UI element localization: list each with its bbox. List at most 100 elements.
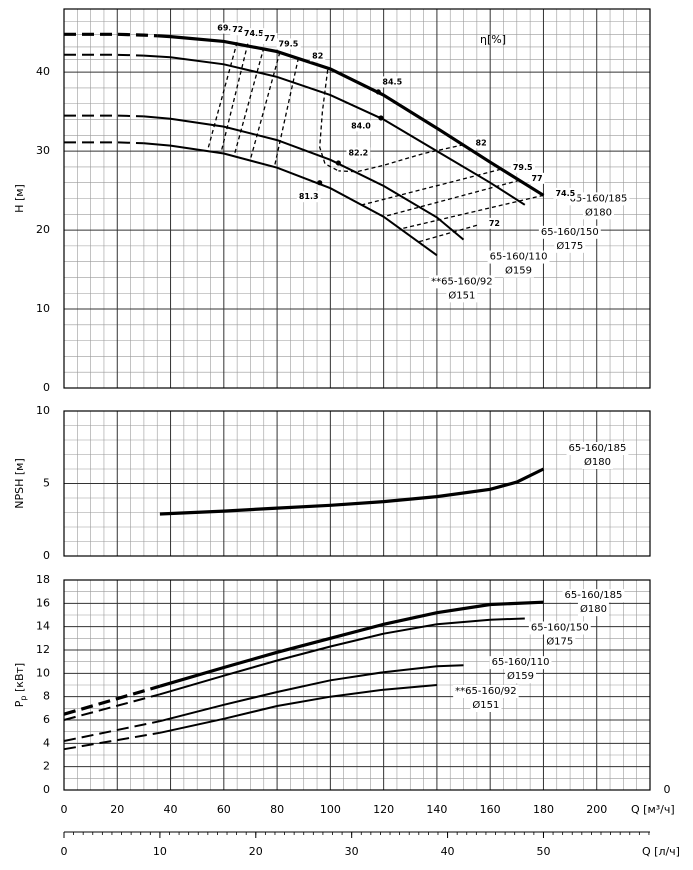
y-tick-label: 0 bbox=[43, 549, 50, 562]
curve-label: 65-160/110 bbox=[492, 657, 550, 668]
curve-label: 65-160/150 bbox=[541, 227, 599, 238]
label-box bbox=[577, 602, 609, 617]
efficiency-line bbox=[383, 179, 520, 218]
x-tick-label: 40 bbox=[164, 803, 178, 816]
label-box bbox=[349, 120, 374, 132]
curve-diameter: Ø180 bbox=[580, 603, 607, 615]
label-box bbox=[453, 685, 519, 698]
curve-label: 65-160/150 bbox=[531, 623, 589, 634]
label-box bbox=[380, 76, 405, 88]
y-label-sub: p bbox=[19, 695, 28, 700]
curve bbox=[157, 34, 545, 197]
y-tick-label: 12 bbox=[36, 643, 50, 656]
x-tick-label: 20 bbox=[110, 803, 124, 816]
y-tick-label: 0 bbox=[43, 381, 50, 394]
curve-diameter: Ø151 bbox=[472, 699, 499, 711]
y-axis-label: NPSH [м] bbox=[13, 458, 26, 509]
y-label-main: NPSH [м] bbox=[13, 458, 26, 509]
x2-tick-label: 50 bbox=[536, 845, 550, 858]
label-box bbox=[510, 161, 536, 173]
label-box bbox=[486, 217, 503, 229]
label-box bbox=[553, 187, 578, 199]
curve-diameter: Ø175 bbox=[556, 240, 583, 252]
x-tick-label: 120 bbox=[373, 803, 394, 816]
dashed-curve bbox=[64, 141, 144, 145]
label-box bbox=[581, 455, 613, 469]
label-box bbox=[529, 172, 545, 184]
y-axis-label: Pp [кВт] bbox=[13, 663, 28, 707]
efficiency-label: 72 bbox=[232, 25, 243, 34]
efficiency-title: η[%] bbox=[480, 33, 506, 46]
y-tick-label: 16 bbox=[36, 596, 50, 609]
dashed-curve bbox=[63, 720, 161, 742]
efficiency-line bbox=[249, 52, 281, 160]
efficiency-label: 69.5 bbox=[217, 24, 237, 33]
y-label-main: H [м] bbox=[13, 184, 26, 213]
y-tick-label: 14 bbox=[36, 620, 50, 633]
efficiency-line bbox=[362, 168, 501, 206]
label-box bbox=[544, 634, 576, 649]
dashed-curve bbox=[63, 693, 161, 721]
y-tick-label: 30 bbox=[36, 144, 50, 157]
efficiency-line bbox=[220, 43, 249, 153]
efficiency-line bbox=[207, 42, 238, 150]
efficiency-label: 74.5 bbox=[555, 189, 575, 198]
best-point bbox=[335, 160, 341, 166]
best-point-label: 82.2 bbox=[348, 148, 368, 157]
x-tick-label: 80 bbox=[270, 803, 284, 816]
curve-label: 65-160/185 bbox=[565, 590, 623, 601]
x-tick-label: 180 bbox=[533, 803, 554, 816]
curve-diameter: Ø159 bbox=[507, 670, 534, 682]
label-box bbox=[276, 38, 301, 50]
label-box bbox=[296, 191, 321, 203]
label-box bbox=[566, 442, 629, 455]
label-box bbox=[538, 225, 601, 239]
curve bbox=[159, 664, 464, 723]
x2-tick-label: 0 bbox=[61, 845, 68, 858]
label-box bbox=[503, 263, 535, 278]
x-axis-label: Q [м³/ч] bbox=[631, 803, 675, 816]
dashed-curve bbox=[63, 684, 161, 716]
best-point bbox=[378, 115, 384, 121]
y-tick-label: 10 bbox=[36, 404, 50, 417]
curve-diameter: Ø180 bbox=[584, 456, 611, 468]
label-box bbox=[489, 656, 552, 670]
label-box bbox=[487, 250, 550, 264]
x-tick-label: 0 bbox=[61, 803, 68, 816]
efficiency-line bbox=[233, 47, 265, 155]
corner-label: 0 bbox=[664, 783, 671, 796]
curve-diameter: Ø151 bbox=[448, 289, 475, 301]
efficiency-label: 79.5 bbox=[513, 163, 533, 172]
y-tick-label: 20 bbox=[36, 223, 50, 236]
y-tick-label: 5 bbox=[43, 477, 50, 490]
efficiency-label: 74.5 bbox=[244, 29, 264, 38]
best-point bbox=[375, 89, 381, 95]
label-box bbox=[554, 238, 586, 253]
label-box bbox=[473, 137, 489, 149]
best-point-label: 84.5 bbox=[382, 77, 402, 86]
label-box bbox=[429, 275, 495, 289]
curve-label: **65-160/92 bbox=[455, 686, 517, 697]
plot-frame bbox=[63, 8, 651, 389]
efficiency-label: 77 bbox=[264, 34, 275, 43]
curve-diameter: Ø175 bbox=[546, 636, 573, 648]
y-tick-label: 0 bbox=[43, 783, 50, 796]
label-box bbox=[470, 698, 502, 712]
curve-label: 65-160/185 bbox=[570, 193, 628, 204]
x2-tick-label: 30 bbox=[345, 845, 359, 858]
efficiency-line bbox=[319, 69, 339, 172]
x-tick-label: 200 bbox=[586, 803, 607, 816]
curve-label: 65-160/110 bbox=[490, 252, 548, 263]
curve bbox=[159, 467, 545, 516]
label-box bbox=[446, 288, 478, 303]
curve bbox=[143, 115, 465, 241]
panel: 0 10 20 30 40 H [м] 65-160/185 Ø180 65-160/150 Ø1… bbox=[13, 8, 651, 394]
x2-tick-label: 40 bbox=[441, 845, 455, 858]
label-box bbox=[562, 589, 625, 603]
panel: 0 5 10 NPSH [м] 65-160/185 Ø180 bbox=[13, 404, 651, 562]
efficiency-label: 82 bbox=[476, 138, 487, 147]
efficiency-line bbox=[402, 194, 544, 230]
label-box bbox=[262, 32, 278, 44]
label-box bbox=[528, 621, 591, 635]
y-label-main: P bbox=[13, 700, 26, 707]
